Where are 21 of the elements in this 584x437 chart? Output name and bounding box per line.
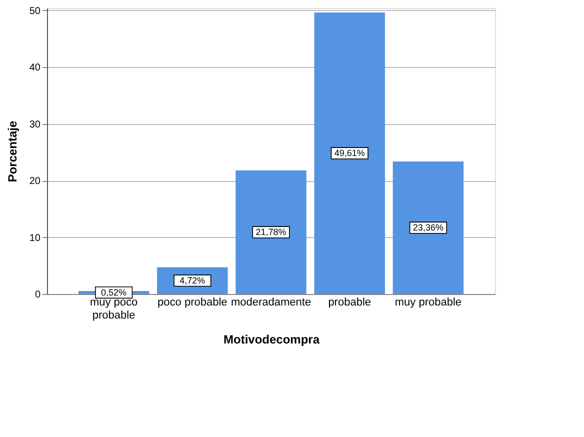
bar bbox=[236, 170, 306, 294]
y-tick-label: 50 bbox=[29, 6, 41, 17]
x-tick-label: poco probable bbox=[158, 296, 228, 308]
x-axis-title: Motivodecompra bbox=[223, 332, 320, 346]
x-tick-label: probable bbox=[328, 296, 372, 308]
y-tick-label: 20 bbox=[29, 176, 41, 188]
bar bbox=[392, 161, 464, 294]
data-label: 23,36% bbox=[412, 222, 444, 233]
data-label: 21,78% bbox=[256, 227, 286, 238]
y-tick-label: 30 bbox=[29, 119, 41, 130]
data-label: 4,72% bbox=[180, 276, 206, 286]
x-tick-label: moderadamente bbox=[230, 296, 312, 308]
x-tick-label: muy poco probable bbox=[90, 296, 138, 322]
y-axis-title: Porcentaje bbox=[5, 120, 20, 182]
x-tick-label: muy probable bbox=[394, 296, 462, 308]
y-tick-label: 10 bbox=[29, 232, 41, 244]
y-tick-label: 0 bbox=[34, 290, 41, 300]
y-tick-label: 40 bbox=[29, 62, 41, 74]
data-label: 49,61% bbox=[334, 148, 365, 158]
bar bbox=[314, 12, 385, 294]
data-label: 0,52% bbox=[101, 288, 127, 298]
